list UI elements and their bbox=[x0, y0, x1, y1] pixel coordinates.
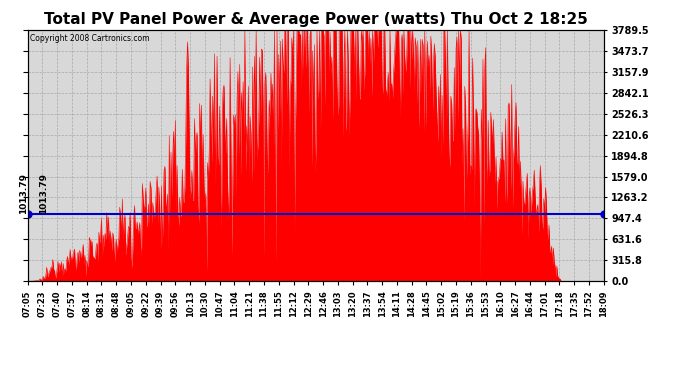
Text: Copyright 2008 Cartronics.com: Copyright 2008 Cartronics.com bbox=[30, 34, 150, 43]
Title: Total PV Panel Power & Average Power (watts) Thu Oct 2 18:25: Total PV Panel Power & Average Power (wa… bbox=[43, 12, 588, 27]
Text: 1013.79: 1013.79 bbox=[39, 173, 48, 214]
Text: 1013.79: 1013.79 bbox=[19, 173, 28, 214]
